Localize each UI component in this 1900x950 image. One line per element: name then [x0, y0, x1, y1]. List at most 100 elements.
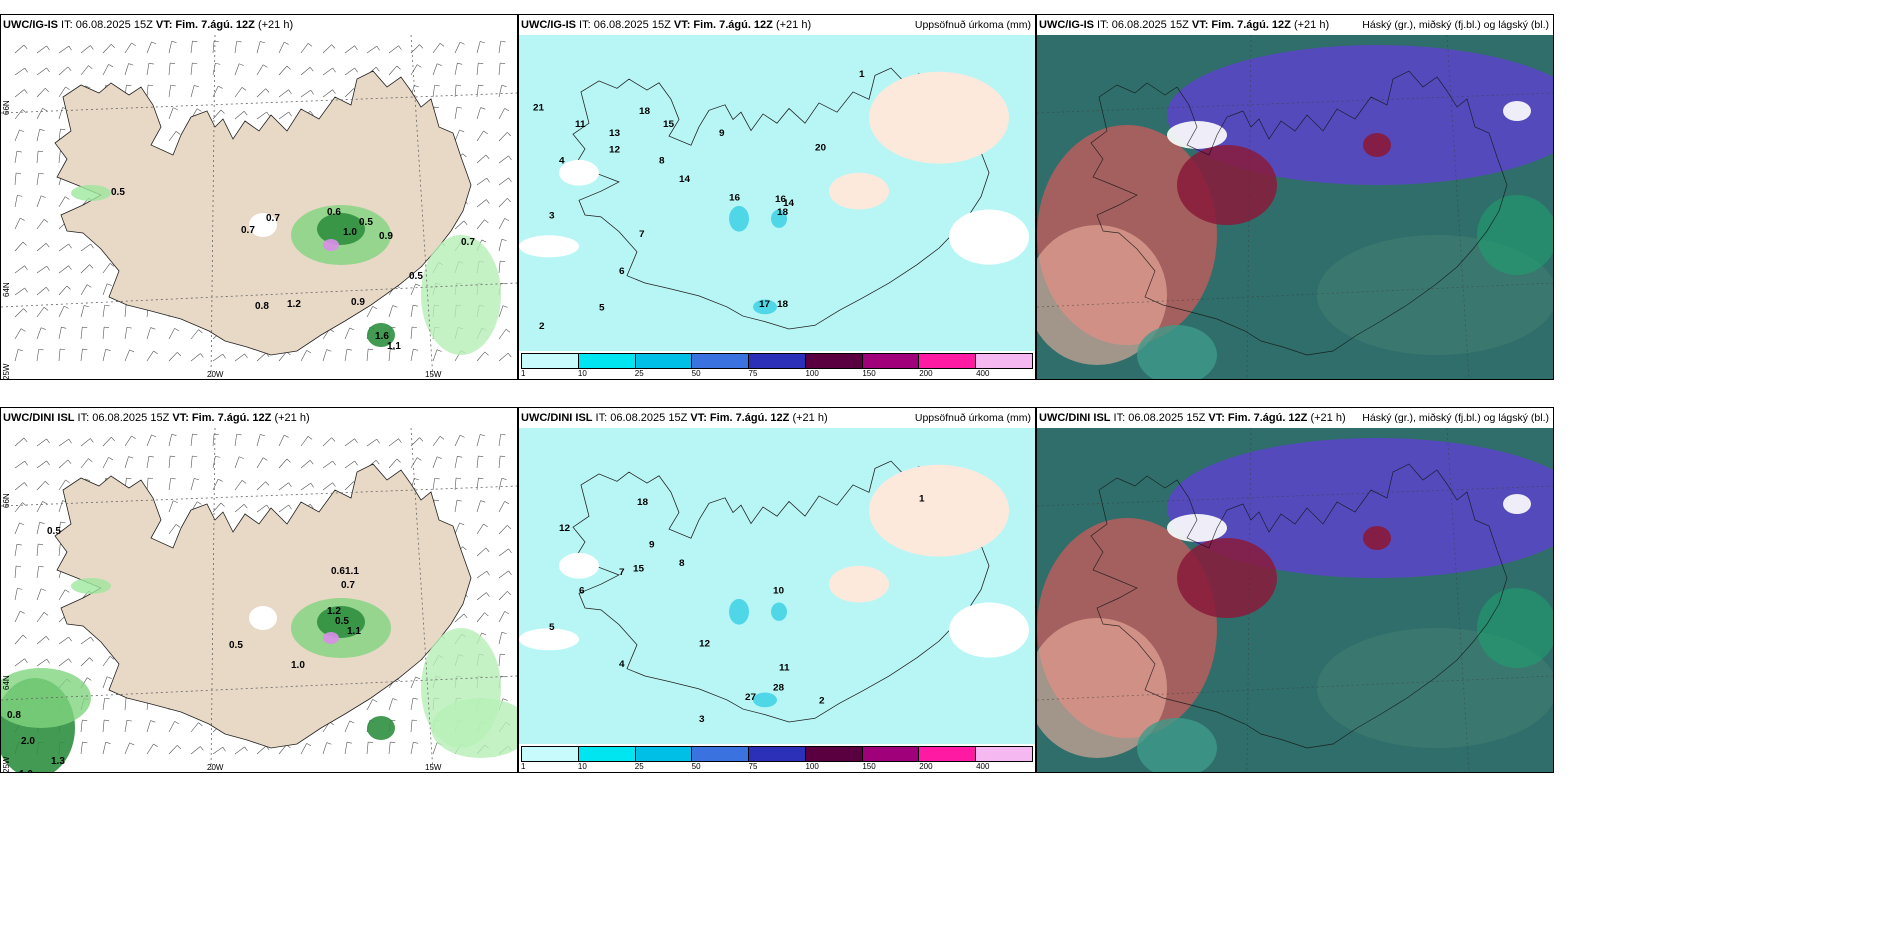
colorbar-swatch [522, 747, 579, 761]
colorbar-swatch [749, 354, 806, 368]
colorbar-tick-label: 10 [577, 762, 587, 771]
panel-header: UWC/DINI ISL IT: 06.08.2025 15Z VT: Fim.… [519, 408, 1035, 428]
colorbar-swatch [578, 354, 636, 368]
accum-value-label: 3 [699, 714, 705, 725]
accum-value-label: 9 [649, 540, 655, 551]
precip-value-label: 2.0 [21, 736, 35, 747]
accum-value-label: 14 [783, 198, 795, 209]
accum-value-label: 17 [759, 299, 770, 310]
lat-label-66n: 66N [2, 100, 11, 115]
accum-value-label: 21 [533, 103, 545, 114]
accum-value-label: 12 [699, 639, 710, 650]
colorbar-tick-label: 50 [691, 369, 701, 378]
colorbar-swatch [862, 747, 920, 761]
colorbar-tick-label: 400 [976, 762, 990, 771]
lon-label-25w: 25W [2, 756, 11, 772]
lat-label-64n: 64N [2, 282, 11, 297]
cloud-cover-map [1037, 35, 1553, 379]
colorbar-tick-label: 200 [919, 369, 933, 378]
precip-value-label: 0.7 [341, 580, 355, 591]
precip-value-label: 0.8 [7, 710, 21, 721]
precip-value-label: 0.7 [266, 213, 280, 224]
precip-value-label: 1.0 [343, 227, 357, 238]
accum-precip-map: 12 18 15 27 28 12 11 10 9 8 7 6 5 4 3 2 1 [519, 428, 1035, 744]
colorbar-tick-label: 10 [577, 369, 587, 378]
accum-value-label: 4 [619, 659, 625, 670]
precip-value-label: 1.2 [327, 606, 341, 617]
precip-value-label: 0.9 [379, 231, 393, 242]
colorbar-swatch [976, 354, 1033, 368]
colorbar-tick-label: 1 [521, 762, 526, 771]
accum-value-label: 7 [619, 567, 625, 578]
colorbar-tick-label: 400 [976, 369, 990, 378]
accum-value-label: 12 [559, 523, 570, 534]
lon-label-20w: 20W [207, 370, 224, 379]
panel-igis-clouds: UWC/IG-IS IT: 06.08.2025 15Z VT: Fim. 7.… [1036, 14, 1554, 380]
precip-colorbar: 1 10 25 50 75 100 150 200 400 [521, 746, 1033, 771]
cloud-cover-map [1037, 428, 1553, 772]
accum-value-label: 20 [815, 143, 826, 154]
accum-value-label: 6 [619, 266, 625, 277]
colorbar-swatch [692, 747, 750, 761]
lat-label-64n: 64N [2, 675, 11, 690]
panel-field-title: Háský (gr.), miðský (fj.bl.) og lágský (… [1362, 19, 1549, 31]
lon-label-25w: 25W [2, 363, 11, 379]
colorbar-swatch [578, 747, 636, 761]
precip-value-label: 0.5 [229, 640, 243, 651]
accum-value-label: 18 [637, 498, 649, 509]
accum-value-label: 5 [599, 303, 605, 314]
accum-value-label: 8 [659, 156, 665, 167]
precip-value-label: 0.5 [47, 526, 61, 537]
colorbar-tick-label: 75 [748, 369, 758, 378]
accum-value-label: 14 [679, 174, 691, 185]
precip-value-label: 0.6 [327, 207, 341, 218]
panel-header: UWC/IG-IS IT: 06.08.2025 15Z VT: Fim. 7.… [519, 15, 1035, 35]
precip-value-label: 0.5 [359, 217, 373, 228]
colorbar-tick-label: 150 [862, 369, 876, 378]
precip-value-label: 1.0 [19, 769, 33, 772]
accum-value-label: 18 [777, 299, 789, 310]
panel-dini-accum-precip: UWC/DINI ISL IT: 06.08.2025 15Z VT: Fim.… [518, 407, 1036, 773]
precip-value-label: 0.5 [409, 271, 423, 282]
accum-value-label: 2 [819, 696, 825, 707]
lon-label-15w: 15W [425, 370, 442, 379]
accum-value-label: 1 [859, 70, 865, 81]
accum-value-label: 3 [549, 211, 555, 222]
precip-value-label: 1.0 [291, 660, 305, 671]
colorbar-swatch [862, 354, 920, 368]
colorbar-tick-label: 25 [634, 762, 644, 771]
accum-value-label: 18 [777, 207, 789, 218]
precip-value-label: 1.1 [347, 626, 361, 637]
accum-value-label: 8 [679, 558, 685, 569]
colorbar-swatch [976, 747, 1033, 761]
colorbar-swatch [919, 747, 977, 761]
precip-value-label: 0.5 [111, 187, 125, 198]
accum-value-label: 1 [919, 494, 925, 505]
accum-value-label: 5 [549, 622, 555, 633]
colorbar-swatch [919, 354, 977, 368]
panel-header: UWC/IG-IS IT: 06.08.2025 15Z VT: Fim. 7.… [3, 19, 294, 31]
accum-value-label: 16 [729, 193, 740, 204]
accum-value-label: 10 [773, 586, 784, 597]
precip-value-label: 0.7 [241, 225, 255, 236]
precip-value-label: 1.6 [375, 331, 389, 342]
accum-value-label: 7 [639, 229, 645, 240]
colorbar-tick-label: 25 [634, 369, 644, 378]
colorbar-tick-label: 200 [919, 762, 933, 771]
accum-value-label: 15 [633, 564, 645, 575]
panel-dini-wind-precip: UWC/DINI ISL IT: 06.08.2025 15Z VT: Fim.… [0, 407, 518, 773]
precip-value-label: 0.5 [335, 616, 349, 627]
accum-value-label: 28 [773, 683, 785, 694]
accum-value-label: 6 [579, 586, 585, 597]
panel-field-title: Uppsöfnuð úrkoma (mm) [914, 412, 1031, 424]
colorbar-tick-label: 50 [691, 762, 701, 771]
colorbar-swatch [805, 354, 863, 368]
panel-field-title: Uppsöfnuð úrkoma (mm) [914, 19, 1031, 31]
colorbar-tick-label: 150 [862, 762, 876, 771]
colorbar-cells [521, 353, 1033, 369]
accum-value-label: 11 [779, 663, 790, 674]
lat-label-66n: 66N [2, 493, 11, 508]
precip-value-label: 0.6 [331, 566, 345, 577]
accum-value-label: 2 [539, 321, 545, 332]
colorbar-tick-label: 100 [805, 369, 819, 378]
